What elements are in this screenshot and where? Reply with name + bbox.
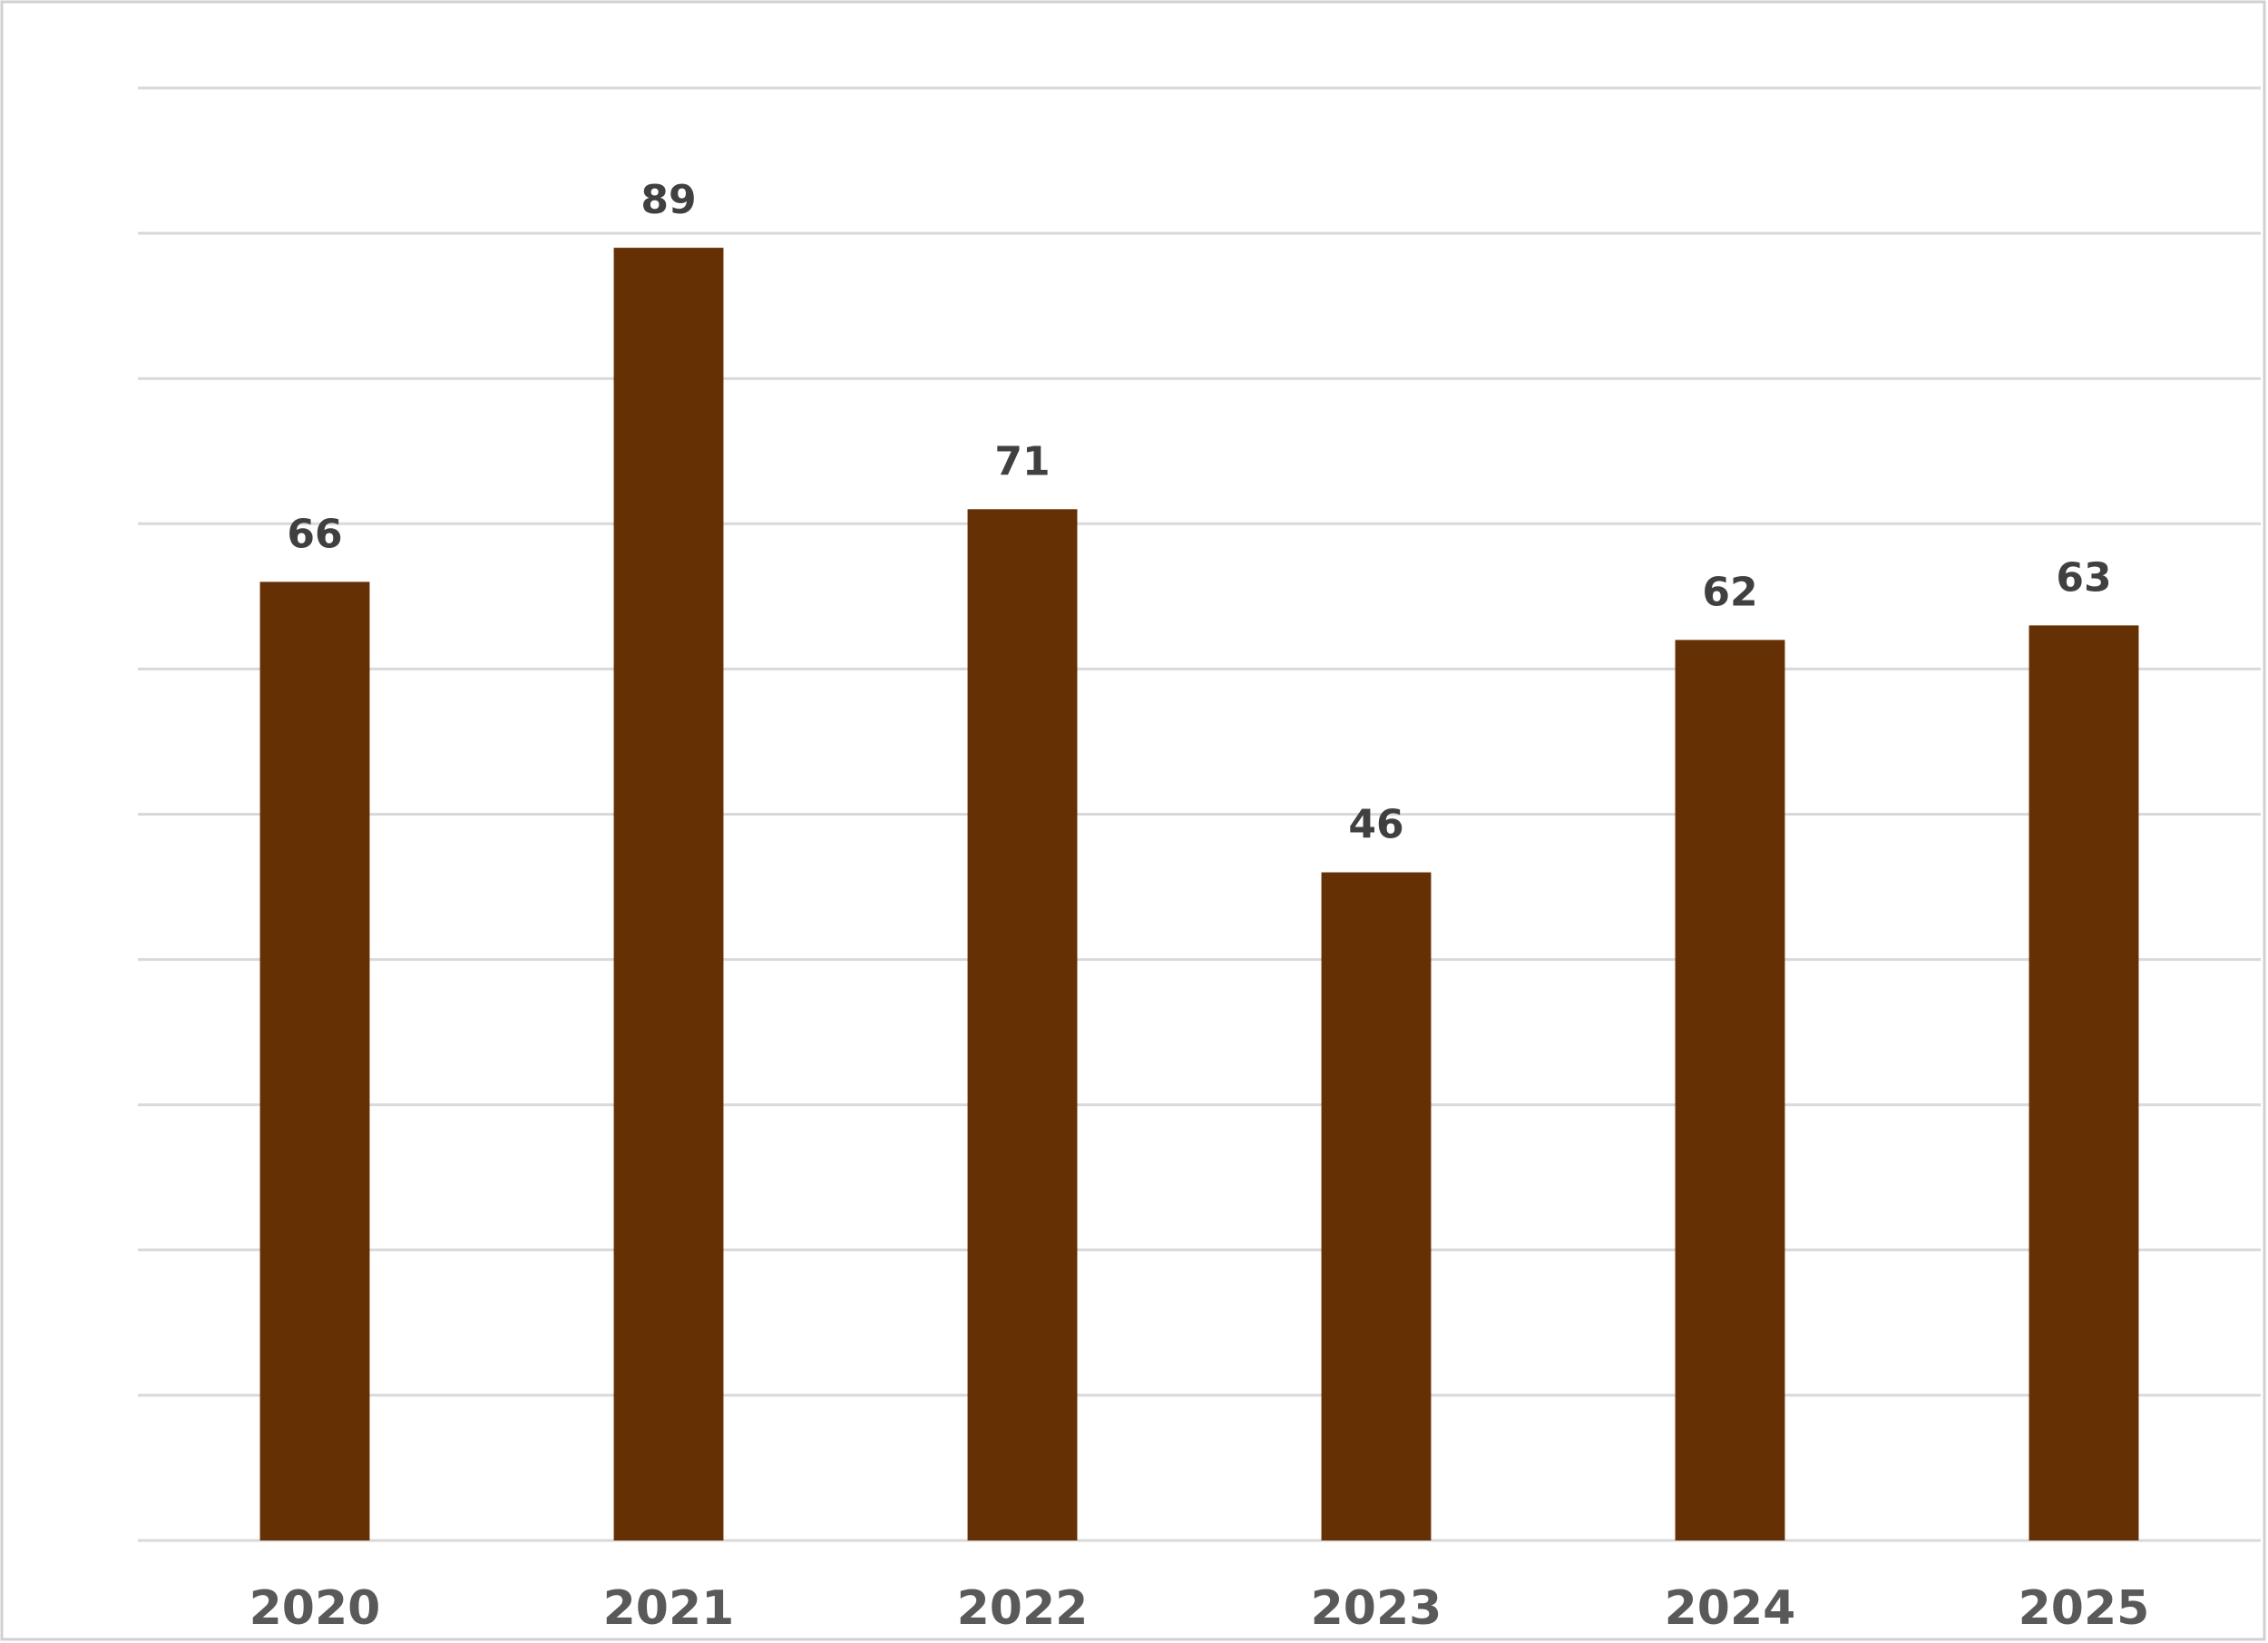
x-tick-label: 2025 <box>2019 1581 2150 1636</box>
x-tick-label: 2021 <box>603 1581 735 1636</box>
bar <box>613 248 724 1540</box>
data-label: 62 <box>1702 569 1757 615</box>
data-label: 46 <box>1348 802 1403 848</box>
data-label: 63 <box>2056 554 2111 601</box>
data-label: 89 <box>640 177 696 223</box>
data-label: 71 <box>994 438 1050 484</box>
bar <box>2028 625 2139 1540</box>
x-tick-label: 2022 <box>957 1581 1089 1636</box>
x-tick-label: 2023 <box>1311 1581 1442 1636</box>
x-tick-label: 2020 <box>249 1581 381 1636</box>
bar <box>259 582 370 1540</box>
bar <box>1321 872 1432 1540</box>
x-tick-label: 2024 <box>1665 1581 1796 1636</box>
data-label: 66 <box>287 511 342 557</box>
bar <box>967 509 1078 1540</box>
bar <box>1675 640 1785 1540</box>
